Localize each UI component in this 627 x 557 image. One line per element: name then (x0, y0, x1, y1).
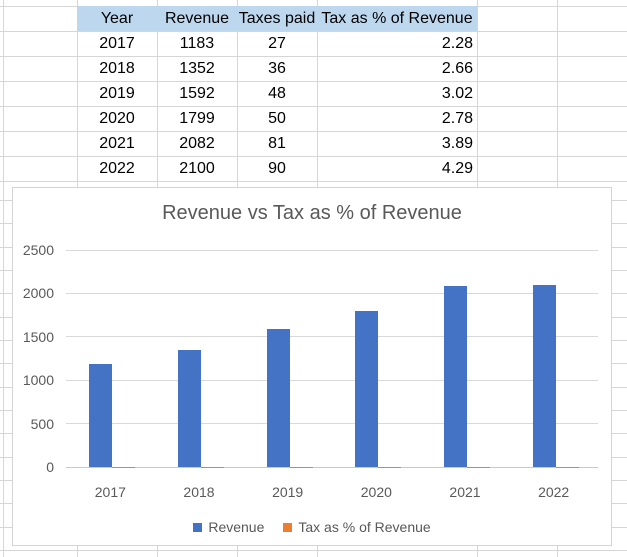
sheet-gridline-h (0, 56, 627, 57)
chart-gridline (66, 423, 598, 425)
table-header-fill (77, 6, 477, 31)
sheet-gridline-v (3, 0, 4, 557)
table-cell[interactable]: 1592 (179, 85, 215, 102)
header-cell[interactable]: Taxes paid (238, 10, 316, 27)
chart-gridline (66, 379, 598, 381)
y-tick-label: 0 (46, 459, 54, 475)
table-cell[interactable]: 2100 (179, 160, 215, 177)
header-cell[interactable]: Year (100, 10, 134, 27)
table-cell[interactable]: 2.28 (441, 35, 473, 52)
legend-swatch (283, 522, 293, 532)
x-tick-label: 2019 (272, 484, 304, 500)
chart-gridline (66, 292, 598, 294)
chart-gridline (66, 336, 598, 338)
x-axis: 2017 2018 2019 2020 2021 2022 (13, 188, 611, 545)
plot-area (66, 249, 598, 468)
y-tick-label: 1500 (22, 328, 54, 345)
chart-gridline (66, 466, 598, 468)
legend-swatch (193, 522, 203, 532)
table-cell[interactable]: 90 (268, 160, 286, 177)
sheet-gridline-h (0, 181, 627, 182)
table-cell[interactable]: 2020 (99, 110, 135, 127)
legend-item-revenue[interactable]: Revenue (193, 519, 264, 535)
revenue-chart[interactable]: Revenue vs Tax as % of Revenue 0 500 1000 1… (12, 187, 612, 546)
legend-item-tax-as-of-revenue[interactable]: Tax as % of Revenue (283, 519, 431, 535)
y-tick-label: 2500 (22, 242, 54, 258)
sheet-gridline-h (0, 131, 627, 132)
legend-label: Revenue (208, 519, 265, 535)
bar-revenue-2020[interactable] (355, 310, 379, 467)
table-cell[interactable]: 2021 (99, 135, 135, 152)
sheet-gridline-h (0, 106, 627, 107)
table-cell[interactable]: 2082 (179, 135, 215, 152)
table-cell[interactable]: 1799 (179, 110, 215, 127)
table-cell[interactable]: 2018 (99, 60, 135, 77)
x-tick-label: 2018 (183, 484, 215, 500)
legend-label: Tax as % of Revenue (298, 519, 431, 535)
x-tick-label: 2022 (538, 484, 570, 500)
table-cell[interactable]: 3.89 (441, 135, 473, 152)
table-cell[interactable]: 48 (268, 85, 286, 102)
chart-title[interactable]: Revenue vs Tax as % of Revenue (162, 202, 462, 224)
y-tick-label: 2000 (22, 285, 54, 302)
chart-gridline (66, 249, 598, 251)
table-cell[interactable]: 36 (268, 60, 286, 77)
table-cell[interactable]: 2019 (99, 85, 135, 102)
table-cell[interactable]: 2.66 (441, 60, 473, 77)
sheet-gridline-h (0, 156, 627, 157)
bar-revenue-2018[interactable] (178, 349, 201, 467)
table-cell[interactable]: 50 (268, 110, 286, 127)
x-tick-label: 2021 (449, 484, 481, 500)
table-cell[interactable]: 3.02 (441, 85, 473, 102)
table-cell[interactable]: 2017 (99, 35, 135, 52)
bar-revenue-2017[interactable] (89, 364, 113, 467)
table-cell[interactable]: 27 (268, 35, 286, 52)
bar-revenue-2019[interactable] (266, 328, 290, 467)
table-cell[interactable]: 2.78 (441, 110, 473, 127)
y-tick-label: 500 (30, 415, 54, 432)
y-tick-label: 1000 (22, 372, 54, 389)
table-cell[interactable]: 81 (268, 135, 286, 152)
table-cell[interactable]: 1183 (179, 35, 215, 52)
table-cell[interactable]: 2022 (99, 160, 135, 177)
x-tick-label: 2020 (360, 484, 392, 500)
chart-legend[interactable]: Revenue Tax as % of Revenue (13, 518, 611, 536)
header-cell[interactable]: Revenue (164, 10, 230, 27)
table-cell[interactable]: 4.29 (441, 160, 473, 177)
bar-revenue-2021[interactable] (444, 286, 467, 467)
sheet-gridline-h (0, 549, 627, 551)
sheet-gridline-h (0, 31, 627, 32)
y-axis: 0 500 1000 1500 2000 2500 (13, 188, 611, 545)
bar-revenue-2022[interactable] (532, 284, 556, 467)
x-tick-label: 2017 (94, 484, 126, 500)
sheet-gridline-h (0, 81, 627, 82)
header-cell[interactable]: Tax as % of Revenue (321, 10, 473, 27)
table-cell[interactable]: 1352 (179, 60, 215, 77)
